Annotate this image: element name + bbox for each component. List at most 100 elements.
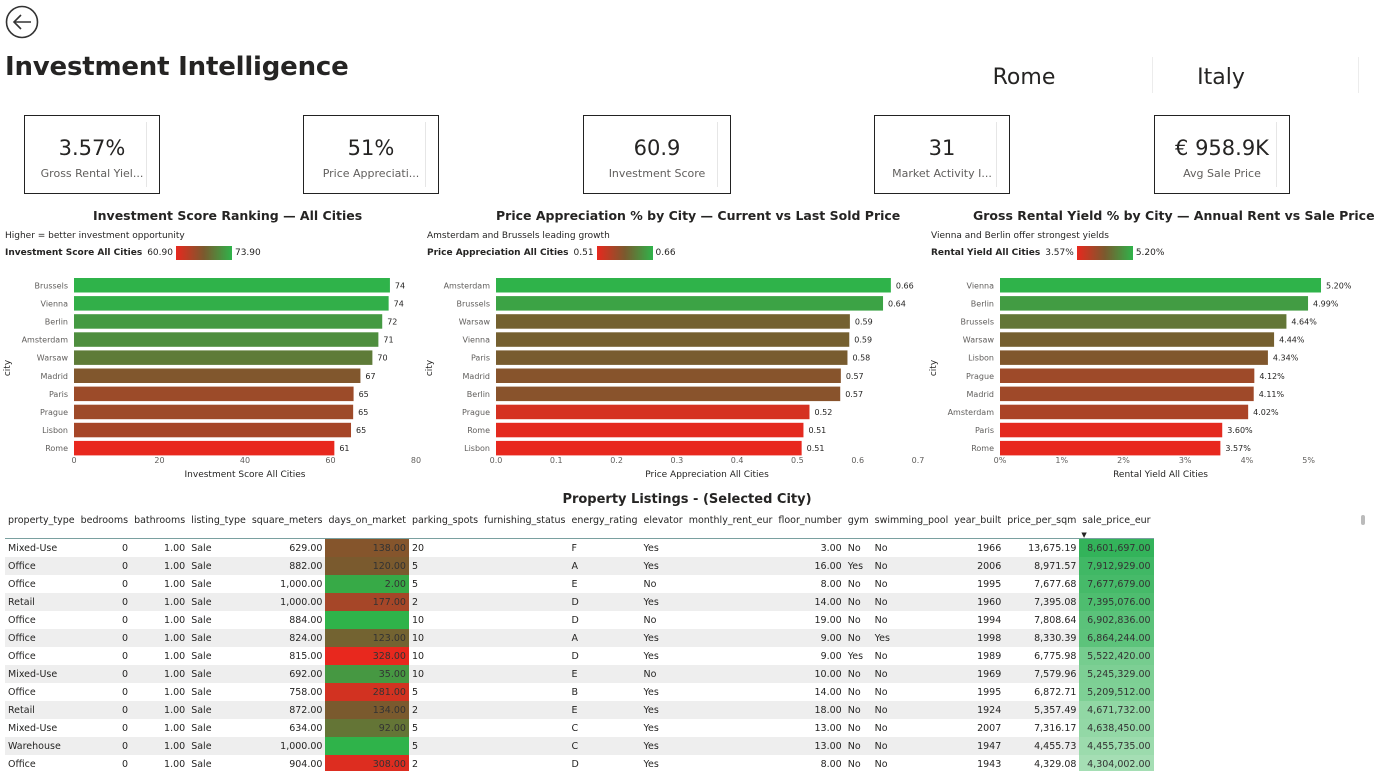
cell-furnishing-status <box>481 683 568 701</box>
table-row[interactable]: Retail 0 1.00 Sale 872.00 134.00 2 E Yes 18.00 No N… <box>5 701 1154 719</box>
column-header-energy-rating[interactable]: energy_rating <box>568 513 641 539</box>
column-header-swimming-pool[interactable]: swimming_pool <box>871 513 952 539</box>
cell-energy-rating: E <box>568 665 641 683</box>
cell-parking-spots: 10 <box>408 629 482 647</box>
bar <box>1000 422 1223 438</box>
data-label: 4.44% <box>1279 336 1305 345</box>
cell-bathrooms: 1.00 <box>164 686 186 698</box>
column-header-gym[interactable]: gym <box>844 513 872 539</box>
legend-gradient <box>1076 246 1133 260</box>
x-tick-label: 0.1 <box>550 456 563 465</box>
cell-furnishing-status <box>481 719 568 737</box>
table-row[interactable]: Mixed-Use 0 1.00 Sale 692.00 35.00 10 E No 10.00 N… <box>5 665 1154 683</box>
column-header-monthly-rent-eur[interactable]: monthly_rent_eur <box>685 513 776 539</box>
cell-days-on-market: 281.00 <box>325 683 409 701</box>
column-header-floor-number[interactable]: floor_number <box>775 513 845 539</box>
legend-gradient <box>175 246 232 260</box>
kpi-value: 3.57% <box>58 136 126 160</box>
x-tick-label: 0.4 <box>731 456 744 465</box>
column-header-days-on-market[interactable]: days_on_market <box>325 513 409 539</box>
cell-days-on-market: 177.00 <box>325 593 409 611</box>
column-header-label: monthly_rent_eur <box>688 515 773 526</box>
table-row[interactable]: Warehouse 0 1.00 Sale 1,000.00 5 C Yes 13.00 No No… <box>5 737 1154 755</box>
bar <box>74 296 389 311</box>
cell-monthly-rent-eur <box>686 683 776 701</box>
table-row[interactable]: Office 0 1.00 Sale 882.00 120.00 5 A Yes 16.00 Yes… <box>5 557 1154 575</box>
data-label: 71 <box>383 336 393 345</box>
cell-square-meters: 824.00 <box>248 629 326 647</box>
bar <box>1000 296 1309 311</box>
cell-year-built: 1943 <box>977 758 1002 770</box>
back-button[interactable] <box>5 5 39 39</box>
cell-price-per-sqm: 7,677.68 <box>1034 578 1077 590</box>
data-label: 0.59 <box>854 336 872 345</box>
table-row[interactable]: Office 0 1.00 Sale 815.00 328.00 10 D Yes 9.00 Yes… <box>5 647 1154 665</box>
chart-subtitle: Amsterdam and Brussels leading growth <box>427 231 610 241</box>
cell-energy-rating: D <box>568 593 641 611</box>
cell-furnishing-status <box>481 665 569 683</box>
cell-elevator: Yes <box>640 737 686 755</box>
column-header-furnishing-status[interactable]: furnishing_status <box>481 513 569 539</box>
cell-elevator: Yes <box>643 722 659 734</box>
table-row[interactable]: Office 0 1.00 Sale 758.00 281.00 5 B Yes 14.00 No N… <box>5 683 1154 701</box>
cell-gym: No <box>847 686 861 698</box>
cell-monthly-rent-eur <box>685 629 776 647</box>
cell-square-meters: 629.00 <box>289 542 323 554</box>
cell-year-built: 1989 <box>977 650 1002 662</box>
data-label: 5.20% <box>1326 281 1352 290</box>
table-row[interactable]: Retail 0 1.00 Sale 1,000.00 177.00 2 D Yes 14.00 N… <box>5 593 1154 611</box>
cell-listing-type: Sale <box>191 650 212 662</box>
column-header-property-type[interactable]: property_type <box>5 513 78 539</box>
table-row[interactable]: Office 0 1.00 Sale 1,000.00 2.00 5 E No 8.00 No No 1… <box>5 575 1154 593</box>
cell-gym: No <box>844 629 872 647</box>
column-header-bathrooms[interactable]: bathrooms <box>131 513 189 539</box>
column-header-sale-price-eur[interactable]: sale_price_eur ▼ <box>1079 513 1154 539</box>
column-header-bedrooms[interactable]: bedrooms <box>77 513 132 539</box>
cell-year-built: 1995 <box>977 578 1002 590</box>
bar <box>496 422 804 438</box>
cell-parking-spots: 10 <box>411 614 425 626</box>
cell-furnishing-status <box>481 737 569 755</box>
cell-price-per-sqm: 8,971.57 <box>1004 557 1080 575</box>
rental-yield-chart: city Vienna 5.20% Berlin 4.99% Brussels 4.64% W… <box>929 278 1352 480</box>
table-row[interactable]: Office 0 1.00 Sale 824.00 123.00 10 A Yes 9.00 No Y… <box>5 629 1154 647</box>
category-label: Lisbon <box>42 426 68 435</box>
table-row[interactable]: Office 0 1.00 Sale 904.00 308.00 2 D Yes 8.00 No No… <box>5 755 1154 771</box>
cell-floor-number: 8.00 <box>820 578 842 590</box>
category-label: Madrid <box>463 372 490 381</box>
column-header-label: year_built <box>954 515 1002 526</box>
column-header-listing-type[interactable]: listing_type <box>188 513 249 539</box>
cell-year-built: 1960 <box>951 593 1005 611</box>
table-scrollbar[interactable] <box>1361 515 1365 525</box>
kpi-label: Avg Sale Price <box>1183 167 1261 180</box>
cell-year-built: 1947 <box>951 737 1005 755</box>
table-row[interactable]: Office 0 1.00 Sale 884.00 10 D No 19.00 No No 1994 7… <box>5 611 1154 629</box>
column-header-label: energy_rating <box>571 515 638 526</box>
column-header-elevator[interactable]: elevator <box>640 513 686 539</box>
column-header-label: property_type <box>8 515 75 526</box>
data-label: 4.99% <box>1313 299 1339 308</box>
cell-furnishing-status <box>481 557 569 575</box>
cell-square-meters: 872.00 <box>248 701 326 719</box>
data-label: 3.60% <box>1227 426 1253 435</box>
cell-gym: Yes <box>844 557 872 575</box>
cell-gym: No <box>847 758 861 770</box>
city-slicer[interactable]: Rome <box>992 64 1056 90</box>
category-label: Prague <box>40 408 68 417</box>
table-row[interactable]: Mixed-Use 0 1.00 Sale 629.00 138.00 20 F Yes 3.00… <box>5 538 1154 557</box>
column-header-parking-spots[interactable]: parking_spots <box>408 513 482 539</box>
cell-parking-spots: 2 <box>411 758 418 770</box>
cell-bedrooms: 0 <box>122 578 129 590</box>
column-header-year-built[interactable]: year_built <box>951 513 1005 539</box>
cell-monthly-rent-eur <box>686 647 776 665</box>
country-slicer[interactable]: Italy <box>1197 64 1245 90</box>
legend-max: 0.66 <box>655 248 676 258</box>
column-header-square-meters[interactable]: square_meters <box>248 513 326 539</box>
column-header-price-per-sqm[interactable]: price_per_sqm <box>1004 513 1080 539</box>
cell-listing-type: Sale <box>191 614 212 626</box>
cell-parking-spots: 10 <box>411 650 425 662</box>
table-row[interactable]: Mixed-Use 0 1.00 Sale 634.00 92.00 5 C Yes 13.00 N… <box>5 719 1154 737</box>
data-label: 65 <box>356 426 366 435</box>
cell-days-on-market: 328.00 <box>325 647 409 665</box>
cell-price-per-sqm: 7,808.64 <box>1034 614 1077 626</box>
